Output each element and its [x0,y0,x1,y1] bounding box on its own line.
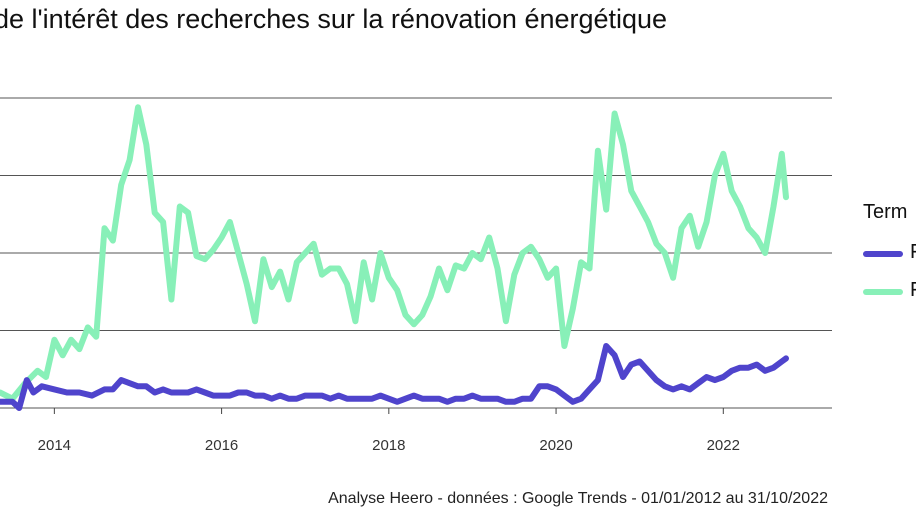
x-tick-label-2018: 2018 [372,437,405,454]
series-line-1 [0,343,789,411]
legend-label-series-1: F [910,241,916,264]
chart-caption: Analyse Heero - données : Google Trends … [328,490,828,507]
x-tick-label-2016: 2016 [205,437,238,454]
x-axis: 2014 2016 2018 2020 2022 [38,408,740,454]
series-lines [0,104,789,411]
chart-title: de l'intérêt des recherches sur la rénov… [0,4,668,34]
x-tick-label-2020: 2020 [539,437,572,454]
x-tick-label-2014: 2014 [38,437,71,454]
legend-key-series-1 [863,251,903,257]
legend-key-series-2 [863,289,903,295]
gridlines [0,97,832,409]
x-tick-label-2022: 2022 [707,437,740,454]
legend-title: Term [863,201,908,223]
legend-label-series-2: F [910,279,916,302]
series-line-2 [0,104,789,402]
